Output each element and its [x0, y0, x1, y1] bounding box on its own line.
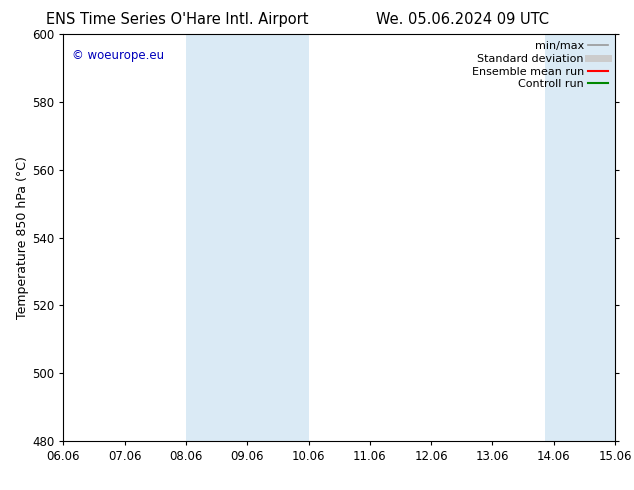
Text: ENS Time Series O'Hare Intl. Airport: ENS Time Series O'Hare Intl. Airport	[46, 12, 309, 27]
Bar	[545, 34, 615, 441]
Y-axis label: Temperature 850 hPa (°C): Temperature 850 hPa (°C)	[16, 156, 29, 319]
Text: © woeurope.eu: © woeurope.eu	[72, 49, 164, 62]
Legend: min/max, Standard deviation, Ensemble mean run, Controll run: min/max, Standard deviation, Ensemble me…	[467, 37, 612, 94]
Text: We. 05.06.2024 09 UTC: We. 05.06.2024 09 UTC	[377, 12, 549, 27]
Bar	[186, 34, 309, 441]
